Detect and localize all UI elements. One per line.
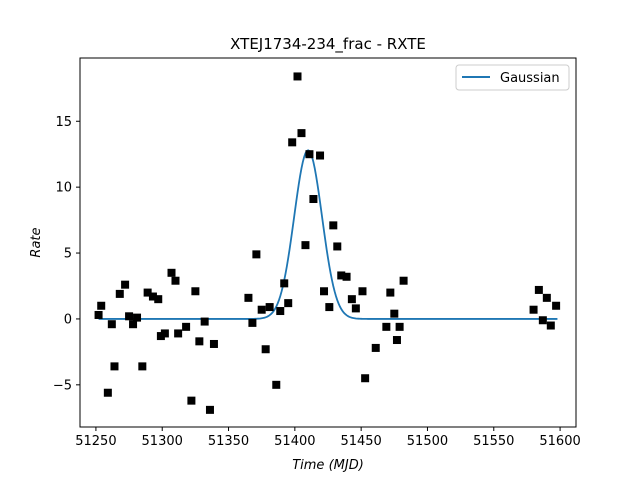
data-point: [305, 150, 314, 159]
data-point: [329, 221, 338, 230]
data-point: [261, 345, 270, 354]
data-point: [195, 337, 204, 346]
legend-label-gaussian: Gaussian: [500, 71, 560, 86]
x-tick-label: 51600: [539, 434, 580, 449]
data-point: [316, 151, 325, 160]
data-point: [171, 276, 180, 285]
x-tick-label: 51250: [75, 434, 116, 449]
axes-frame: [79, 57, 577, 428]
data-point: [293, 72, 302, 81]
data-point: [276, 307, 285, 316]
x-tick-label: 51550: [473, 434, 514, 449]
data-point: [138, 362, 147, 371]
data-point: [110, 362, 119, 371]
x-axis-title: Time (MJD): [292, 458, 364, 473]
data-point: [129, 320, 138, 329]
data-point: [200, 317, 209, 326]
data-point: [272, 380, 281, 389]
data-point: [371, 343, 380, 352]
data-point: [182, 322, 191, 331]
x-tick-label: 51500: [407, 434, 448, 449]
data-point: [390, 309, 399, 318]
data-point: [392, 336, 401, 345]
data-point: [538, 316, 547, 325]
data-point: [125, 312, 134, 321]
data-point: [174, 329, 183, 338]
data-point: [148, 292, 157, 301]
data-point: [257, 305, 266, 314]
data-point: [115, 289, 124, 298]
data-point: [297, 129, 306, 138]
x-tick-label: 51400: [274, 434, 315, 449]
data-point: [382, 322, 391, 331]
data-point: [160, 329, 169, 338]
data-point: [94, 310, 103, 319]
x-axis: 51250 51300 51350 51400 51450 51500 51550 51600: [75, 427, 581, 449]
data-point: [103, 388, 112, 397]
data-point: [361, 374, 370, 383]
data-point: [546, 321, 555, 330]
data-point: [107, 320, 116, 329]
data-point: [284, 299, 293, 308]
data-point: [333, 242, 342, 251]
data-point: [320, 287, 329, 296]
data-point: [395, 322, 404, 331]
data-point: [337, 271, 346, 280]
data-point: [191, 287, 200, 296]
data-point: [399, 276, 408, 285]
data-point: [325, 303, 334, 312]
data-point: [347, 295, 356, 304]
data-point: [133, 313, 142, 322]
data-point: [386, 288, 395, 297]
data-point: [309, 195, 318, 204]
data-point: [154, 295, 163, 304]
data-point: [167, 268, 176, 277]
x-tick-label: 51350: [208, 434, 249, 449]
y-tick-label: 15: [55, 115, 72, 130]
gaussian-line: [98, 149, 558, 320]
data-point: [187, 396, 196, 405]
plot-area: [94, 72, 561, 414]
y-tick-label: 10: [55, 181, 72, 196]
legend-box: [455, 64, 570, 91]
data-point: [301, 241, 310, 250]
data-point: [209, 339, 218, 348]
data-point: [342, 272, 351, 281]
data-point: [248, 318, 257, 327]
y-tick-label: −5: [53, 378, 72, 393]
y-tick-label: 5: [64, 247, 72, 262]
legend: Gaussian: [455, 64, 570, 91]
data-point: [244, 293, 253, 302]
data-point: [529, 305, 538, 314]
data-point: [280, 279, 289, 288]
data-point: [358, 287, 367, 296]
data-point: [351, 304, 360, 313]
x-tick-label: 51300: [142, 434, 183, 449]
data-point: [552, 301, 561, 310]
data-point: [143, 288, 152, 297]
chart-title: XTEJ1734-234_frac - RXTE: [230, 35, 426, 54]
y-axis-title: Rate: [29, 227, 44, 257]
data-point: [288, 138, 297, 147]
data-point: [121, 280, 130, 289]
y-tick-label: 0: [64, 312, 72, 327]
x-tick-label: 51450: [340, 434, 381, 449]
data-point: [534, 285, 543, 294]
data-point: [205, 405, 214, 414]
data-point: [252, 250, 261, 259]
data-point: [265, 303, 274, 312]
data-point: [97, 301, 106, 310]
data-point: [542, 293, 551, 302]
y-axis: −5 0 5 10 15: [53, 115, 80, 393]
